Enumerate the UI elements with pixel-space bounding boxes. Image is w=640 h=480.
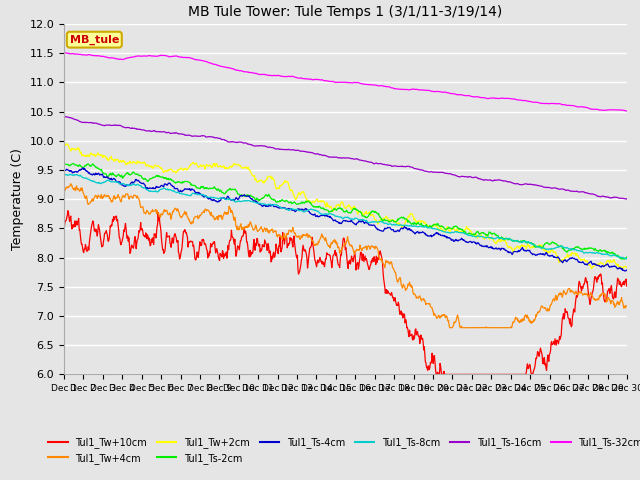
Tul1_Tw+10cm (118, 239, 126, 244)
Tul1_Tw+4cm (289, 227, 296, 232)
Tul1_Ts-4cm (289, 207, 296, 213)
Tul1_Ts-16cm (60, 114, 68, 120)
Tul1_Ts-4cm (308, 212, 316, 217)
Tul1_Tw+10cm (500, 372, 508, 377)
Tul1_Ts-32cm (623, 108, 631, 114)
Tul1_Ts-4cm (623, 267, 631, 273)
Tul1_Ts-16cm (308, 150, 316, 156)
Tul1_Ts-32cm (118, 57, 125, 62)
Tul1_Ts-2cm (289, 200, 296, 206)
Tul1_Ts-4cm (118, 182, 126, 188)
Line: Tul1_Ts-16cm: Tul1_Ts-16cm (64, 117, 627, 199)
Tul1_Tw+10cm (60, 228, 68, 234)
Tul1_Ts-4cm (447, 238, 455, 243)
Tul1_Tw+2cm (500, 238, 508, 244)
Tul1_Ts-16cm (288, 147, 296, 153)
Tul1_Ts-32cm (288, 73, 296, 79)
Tul1_Ts-8cm (67, 171, 74, 177)
Title: MB Tule Tower: Tule Temps 1 (3/1/11-3/19/14): MB Tule Tower: Tule Temps 1 (3/1/11-3/19… (188, 5, 503, 19)
Tul1_Tw+2cm (308, 199, 316, 204)
Tul1_Tw+10cm (289, 241, 296, 247)
Tul1_Tw+10cm (433, 372, 440, 377)
Tul1_Ts-2cm (308, 203, 316, 209)
Line: Tul1_Ts-4cm: Tul1_Ts-4cm (64, 168, 627, 271)
Tul1_Ts-8cm (623, 256, 631, 262)
Line: Tul1_Ts-32cm: Tul1_Ts-32cm (64, 53, 627, 111)
Tul1_Ts-16cm (509, 180, 517, 186)
Tul1_Tw+10cm (308, 238, 316, 243)
Line: Tul1_Tw+10cm: Tul1_Tw+10cm (64, 211, 627, 374)
Tul1_Tw+4cm (308, 238, 316, 243)
Tul1_Ts-8cm (60, 172, 68, 178)
Tul1_Ts-32cm (308, 77, 316, 83)
Line: Tul1_Ts-8cm: Tul1_Ts-8cm (64, 174, 627, 259)
Tul1_Tw+2cm (118, 158, 126, 164)
Tul1_Ts-16cm (622, 196, 630, 202)
Tul1_Tw+4cm (500, 325, 508, 331)
Text: MB_tule: MB_tule (70, 35, 119, 45)
Tul1_Tw+4cm (511, 318, 518, 324)
Tul1_Tw+10cm (623, 282, 631, 288)
Tul1_Tw+2cm (63, 141, 70, 147)
Tul1_Ts-2cm (620, 256, 628, 262)
Tul1_Ts-4cm (510, 249, 518, 254)
Tul1_Tw+4cm (446, 325, 454, 331)
Tul1_Tw+4cm (118, 194, 126, 200)
Tul1_Ts-16cm (623, 196, 631, 202)
Tul1_Ts-2cm (70, 161, 77, 167)
Tul1_Tw+2cm (289, 188, 296, 194)
Tul1_Ts-2cm (623, 255, 631, 261)
Line: Tul1_Ts-2cm: Tul1_Ts-2cm (64, 164, 627, 259)
Legend: Tul1_Tw+10cm, Tul1_Tw+4cm, Tul1_Tw+2cm, Tul1_Ts-2cm, Tul1_Ts-4cm, Tul1_Ts-8cm, T: Tul1_Tw+10cm, Tul1_Tw+4cm, Tul1_Tw+2cm, … (44, 433, 640, 468)
Tul1_Ts-8cm (500, 237, 508, 242)
Y-axis label: Temperature (C): Temperature (C) (11, 148, 24, 250)
Tul1_Tw+10cm (511, 372, 518, 377)
Tul1_Ts-4cm (60, 168, 68, 173)
Tul1_Tw+2cm (623, 264, 631, 270)
Tul1_Ts-8cm (289, 206, 296, 212)
Tul1_Tw+4cm (60, 188, 68, 193)
Tul1_Ts-8cm (308, 207, 316, 213)
Tul1_Ts-8cm (447, 230, 455, 236)
Tul1_Tw+4cm (448, 325, 456, 331)
Tul1_Ts-32cm (447, 91, 454, 96)
Tul1_Tw+4cm (623, 303, 631, 309)
Line: Tul1_Tw+2cm: Tul1_Tw+2cm (64, 144, 627, 269)
Tul1_Ts-4cm (500, 246, 508, 252)
Tul1_Ts-2cm (510, 238, 518, 244)
Tul1_Ts-2cm (118, 174, 126, 180)
Tul1_Ts-32cm (509, 96, 517, 102)
Tul1_Ts-8cm (621, 256, 629, 262)
Tul1_Ts-8cm (510, 238, 518, 244)
Tul1_Tw+2cm (510, 248, 518, 254)
Tul1_Tw+10cm (64, 208, 72, 214)
Tul1_Ts-2cm (447, 226, 455, 231)
Tul1_Ts-16cm (447, 171, 454, 177)
Tul1_Ts-16cm (499, 178, 507, 184)
Tul1_Tw+4cm (67, 181, 75, 187)
Tul1_Ts-2cm (500, 236, 508, 242)
Tul1_Tw+10cm (448, 372, 456, 377)
Tul1_Ts-2cm (60, 162, 68, 168)
Tul1_Ts-4cm (79, 165, 86, 171)
Tul1_Ts-8cm (118, 180, 126, 186)
Tul1_Ts-32cm (499, 95, 507, 101)
Tul1_Ts-32cm (60, 50, 68, 56)
Tul1_Tw+2cm (60, 143, 68, 148)
Tul1_Ts-4cm (621, 268, 628, 274)
Tul1_Tw+2cm (619, 266, 627, 272)
Tul1_Ts-16cm (118, 123, 125, 129)
Line: Tul1_Tw+4cm: Tul1_Tw+4cm (64, 184, 627, 328)
Tul1_Tw+2cm (447, 227, 455, 232)
